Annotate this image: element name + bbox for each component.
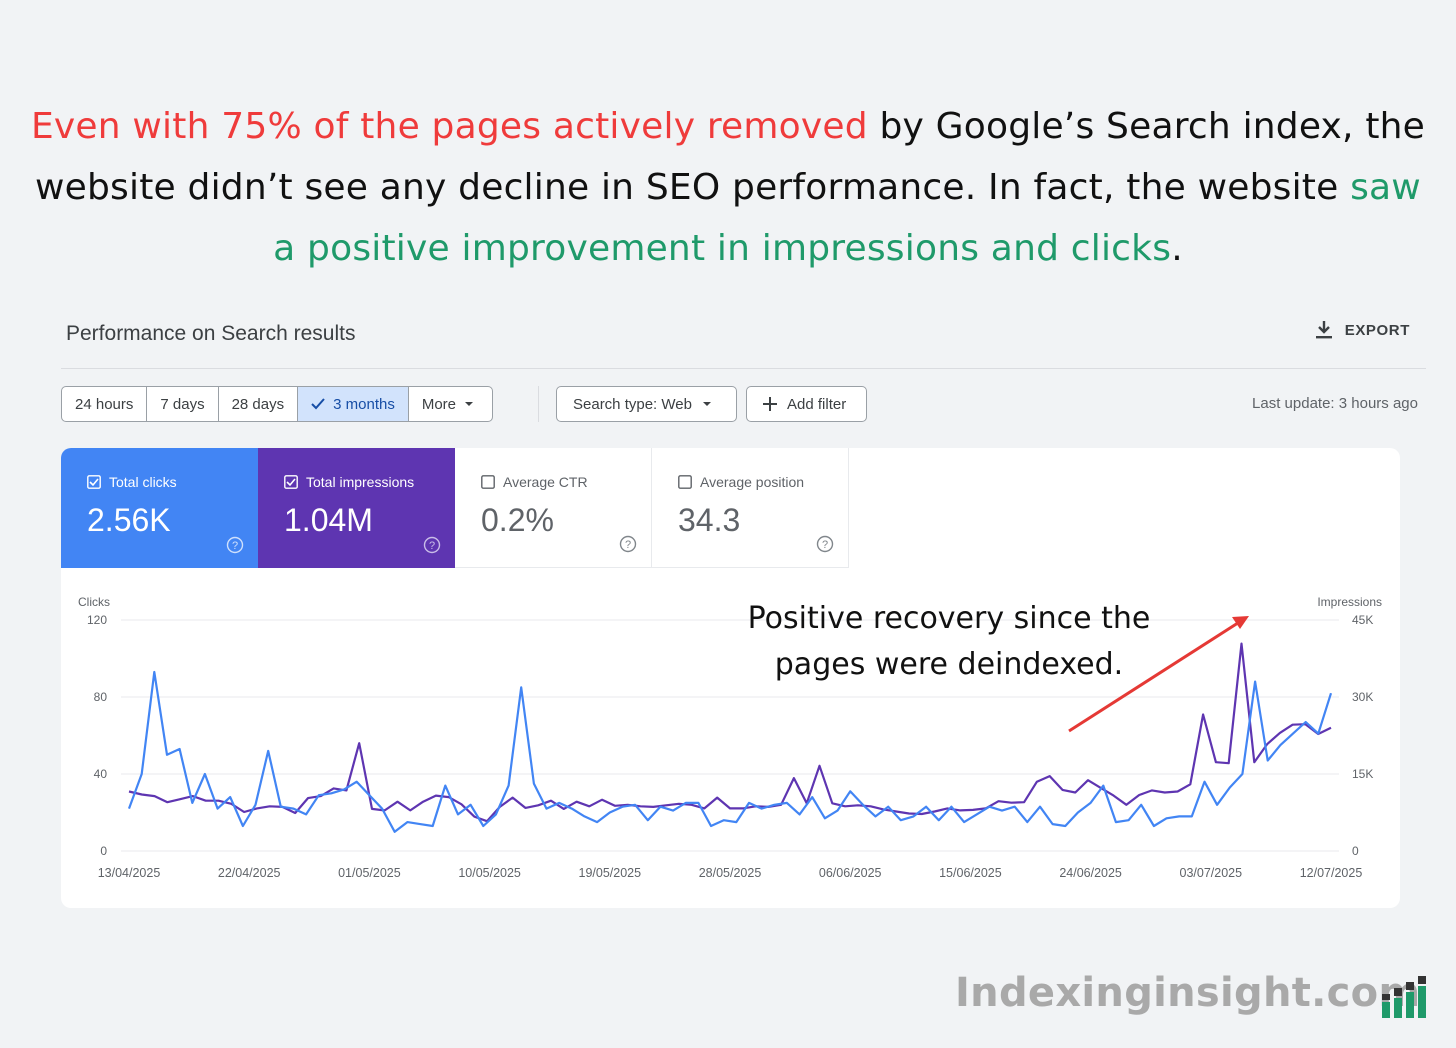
y-right-axis-label: Impressions <box>1317 595 1382 609</box>
download-icon <box>1315 321 1332 339</box>
metric-label: Average CTR <box>503 474 588 490</box>
metric-label: Average position <box>700 474 805 490</box>
date-range-selector: 24 hours 7 days 28 days 3 months More <box>61 386 494 422</box>
y-right-tick-label: 15K <box>1352 767 1373 781</box>
y-right-tick-label: 45K <box>1352 613 1373 627</box>
checkbox-checked-icon[interactable] <box>87 475 101 489</box>
y-right-tick-label: 0 <box>1352 844 1359 858</box>
x-tick-label: 12/07/2025 <box>1300 866 1363 880</box>
metric-average-ctr[interactable]: Average CTR 0.2% ? <box>455 448 652 568</box>
search-type-dropdown[interactable]: Search type: Web <box>556 386 737 422</box>
checkmark-icon <box>311 398 325 410</box>
x-tick-label: 13/04/2025 <box>98 866 161 880</box>
range-more-label: More <box>421 395 457 413</box>
svg-text:?: ? <box>822 539 828 551</box>
add-filter-button[interactable]: Add filter <box>746 386 867 422</box>
brand-name: Indexinginsight.com <box>955 970 1421 1016</box>
last-update-text: Last update: 3 hours ago <box>1252 395 1418 412</box>
annotation-line-2: pages were deindexed. <box>775 647 1123 682</box>
range-3-months[interactable]: 3 months <box>298 387 409 421</box>
bar-chart-logo-icon <box>1382 976 1426 1018</box>
svg-text:?: ? <box>232 540 238 552</box>
x-tick-label: 06/06/2025 <box>819 866 882 880</box>
metric-value: 1.04M <box>284 502 373 538</box>
svg-text:?: ? <box>429 540 435 552</box>
headline-highlight-red: Even with 75% of the pages actively remo… <box>30 106 868 147</box>
checkbox-checked-icon[interactable] <box>284 475 298 489</box>
header-divider <box>61 368 1426 369</box>
performance-card: Total clicks 2.56K ? Total impressions 1… <box>61 448 1400 908</box>
checkbox-unchecked-icon[interactable] <box>481 475 495 489</box>
performance-chart[interactable]: 0 40 80 120 0 15K 30K 45K Clicks Impressions 13/04… <box>61 448 1400 908</box>
add-filter-label: Add filter <box>787 395 847 413</box>
range-3-months-label: 3 months <box>333 395 395 413</box>
range-28-days[interactable]: 28 days <box>219 387 299 421</box>
y-left-axis-label: Clicks <box>78 595 110 609</box>
y-right-tick-label: 30K <box>1352 690 1373 704</box>
headline-end: . <box>1171 228 1183 269</box>
metric-average-position[interactable]: Average position 34.3 ? <box>652 448 849 568</box>
range-more-dropdown[interactable]: More <box>409 387 492 421</box>
metric-label: Total clicks <box>109 474 177 490</box>
series-line-impressions <box>128 642 1332 823</box>
help-icon[interactable]: ? <box>423 536 441 554</box>
annotation-arrow <box>1068 619 1242 733</box>
y-left-tick-label: 120 <box>87 613 107 627</box>
y-left-tick-label: 40 <box>94 767 108 781</box>
svg-text:?: ? <box>625 539 631 551</box>
caret-down-icon <box>465 402 474 406</box>
page-title: Performance on Search results <box>66 322 356 345</box>
series-line-clicks <box>127 670 1333 833</box>
headline-text: by Google’s Search index, the website di… <box>35 106 1426 208</box>
metric-total-clicks[interactable]: Total clicks 2.56K ? <box>61 448 258 568</box>
help-icon[interactable]: ? <box>619 535 637 553</box>
caret-down-icon <box>702 402 711 406</box>
export-label: EXPORT <box>1344 321 1410 339</box>
metric-value: 34.3 <box>678 502 741 538</box>
x-tick-label: 24/06/2025 <box>1059 866 1122 880</box>
metric-value: 2.56K <box>87 502 171 538</box>
help-icon[interactable]: ? <box>816 535 834 553</box>
toolbar-separator <box>538 386 539 422</box>
x-tick-label: 19/05/2025 <box>579 866 642 880</box>
metric-label: Total impressions <box>306 474 415 490</box>
range-7-days[interactable]: 7 days <box>147 387 219 421</box>
x-tick-label: 15/06/2025 <box>939 866 1002 880</box>
headline: Even with 75% of the pages actively remo… <box>20 96 1436 279</box>
annotation-arrowhead <box>1232 616 1249 629</box>
headline-highlight-green: saw a positive improvement in impression… <box>273 167 1421 269</box>
search-type-label: Search type: Web <box>573 395 692 413</box>
x-tick-label: 10/05/2025 <box>458 866 521 880</box>
y-left-tick-label: 0 <box>100 844 107 858</box>
annotation-line-1: Positive recovery since the <box>748 601 1151 636</box>
metric-value: 0.2% <box>481 502 554 538</box>
export-button[interactable]: EXPORT <box>1315 320 1410 340</box>
checkbox-unchecked-icon[interactable] <box>678 475 692 489</box>
x-tick-label: 28/05/2025 <box>699 866 762 880</box>
plus-icon <box>763 397 777 411</box>
x-tick-label: 03/07/2025 <box>1180 866 1243 880</box>
x-tick-label: 01/05/2025 <box>338 866 401 880</box>
metric-total-impressions[interactable]: Total impressions 1.04M ? <box>258 448 455 568</box>
y-left-tick-label: 80 <box>94 690 108 704</box>
help-icon[interactable]: ? <box>226 536 244 554</box>
range-24-hours[interactable]: 24 hours <box>62 387 148 421</box>
x-tick-label: 22/04/2025 <box>218 866 281 880</box>
